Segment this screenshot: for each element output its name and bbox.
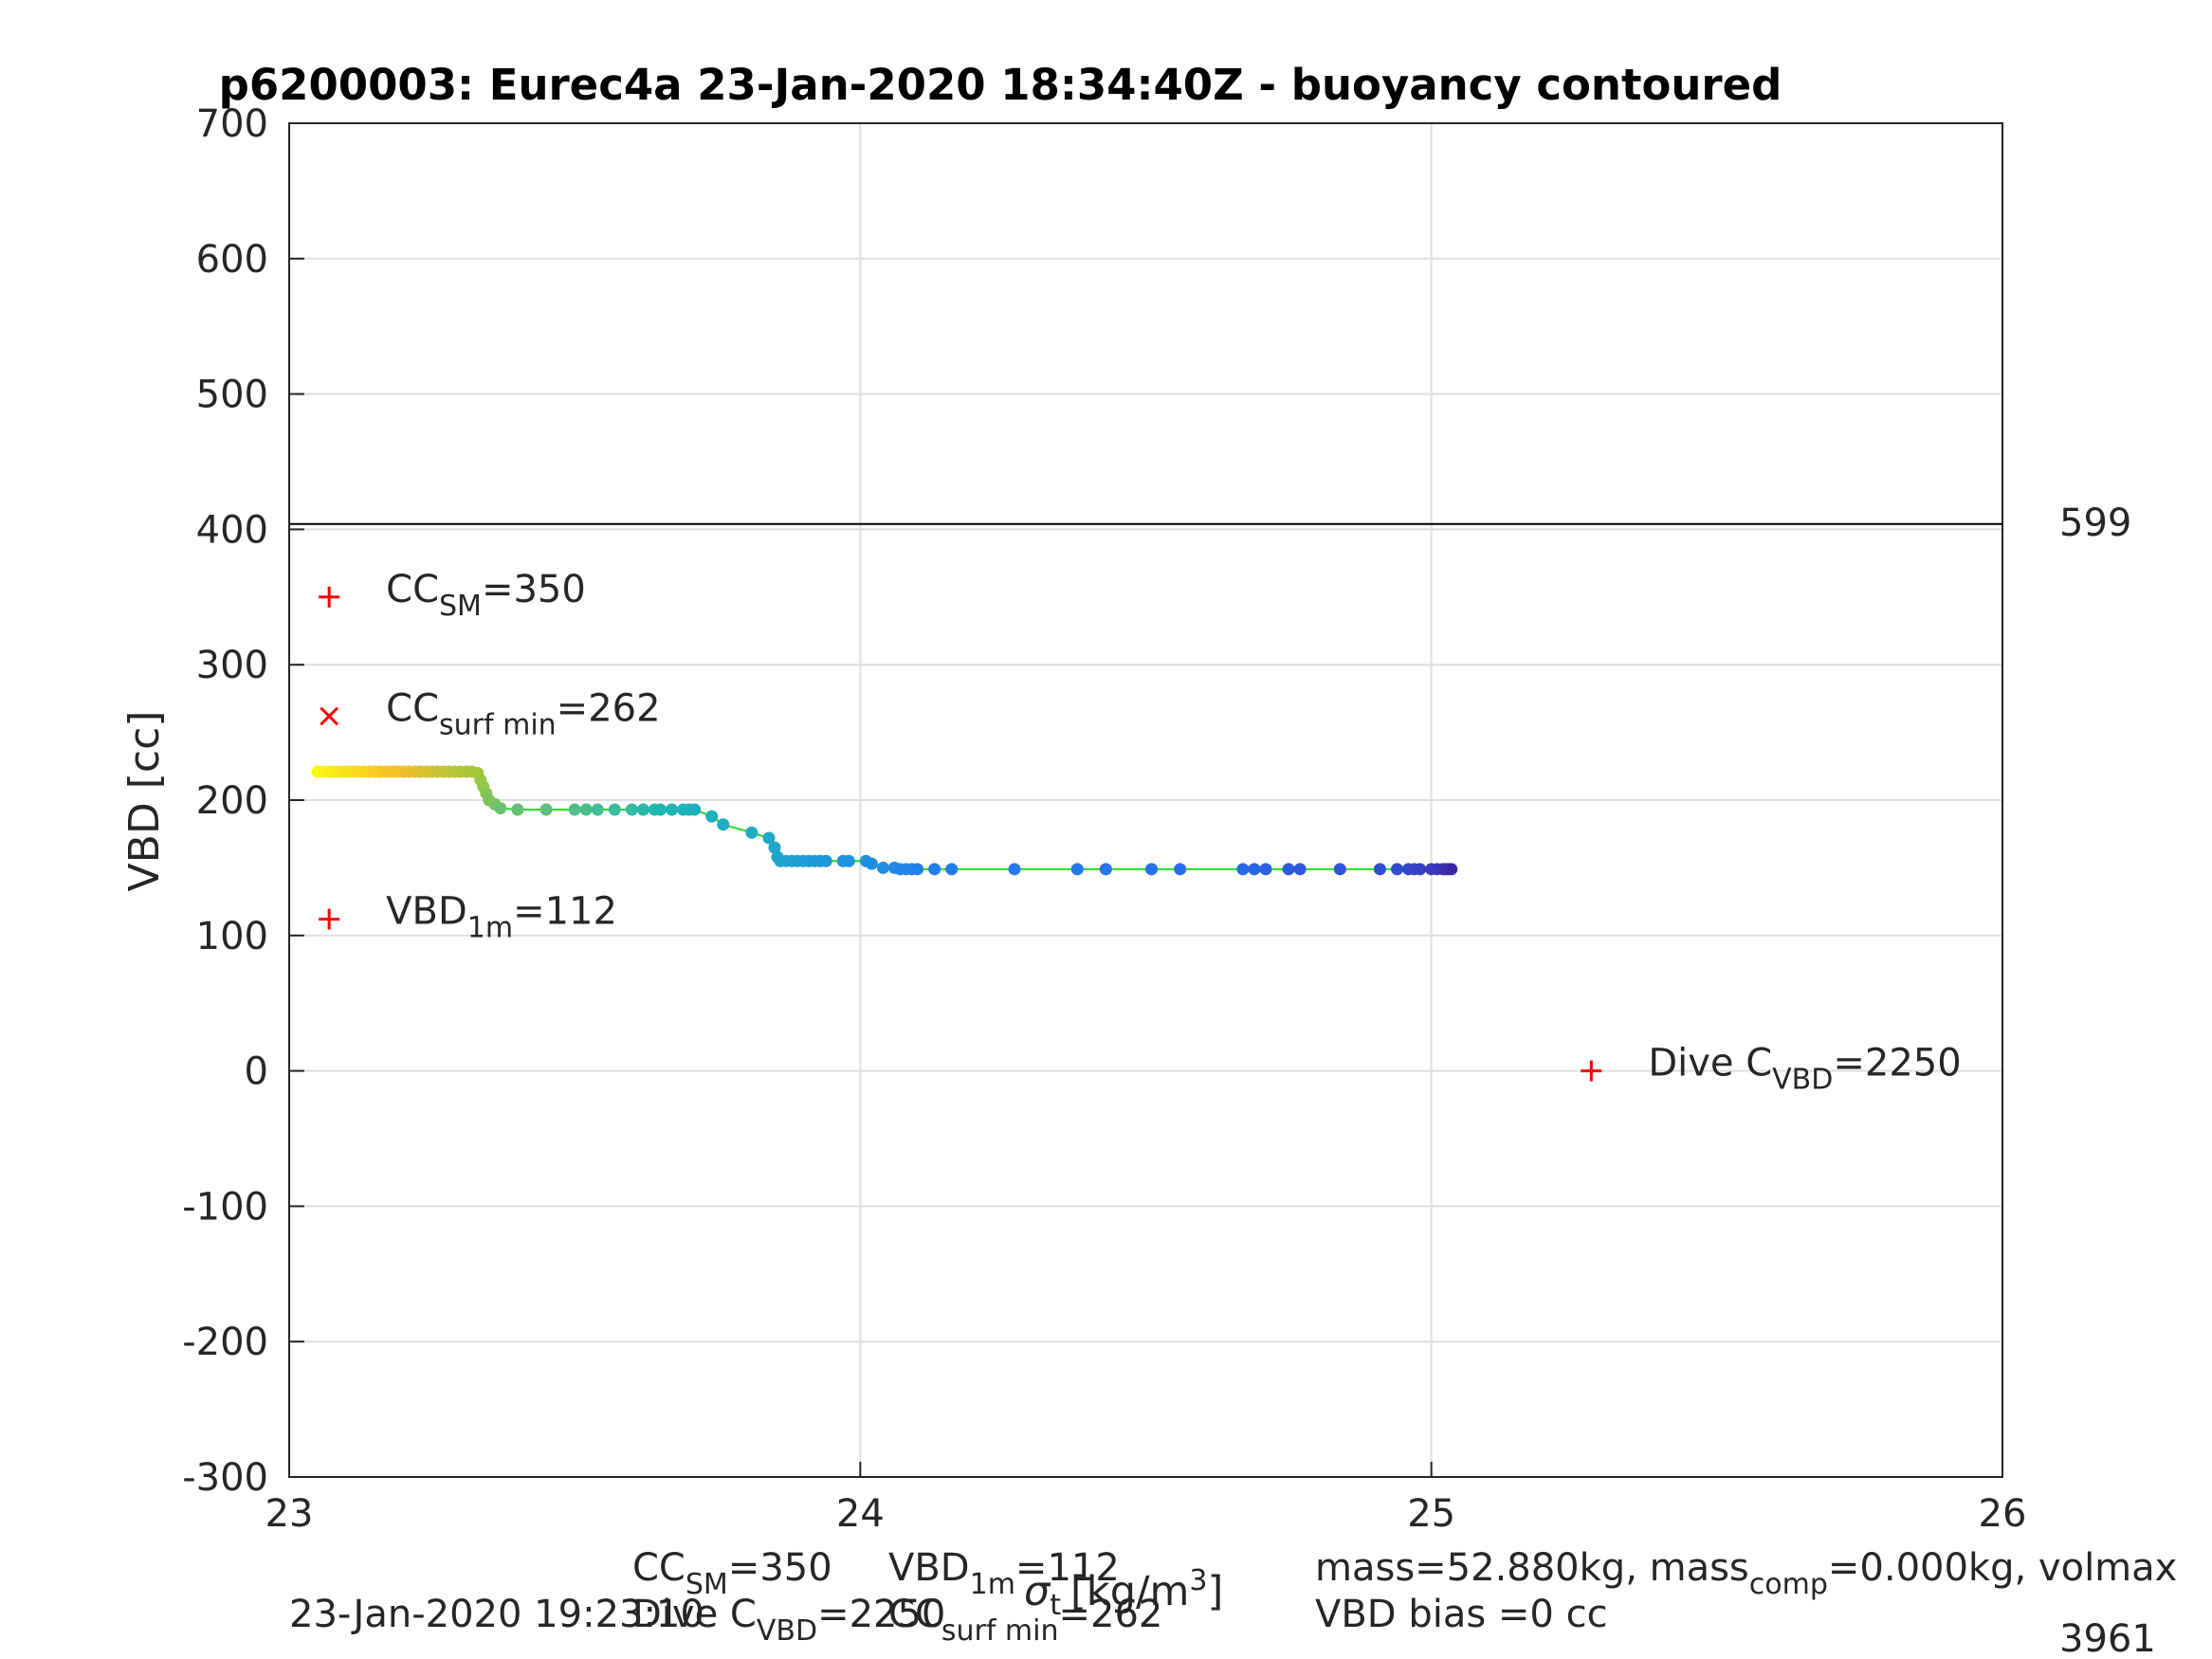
x-marker bbox=[320, 706, 339, 726]
data-point bbox=[1236, 863, 1250, 876]
footer-mass: mass=52.880kg, masscomp=0.000kg, volmax bbox=[1315, 1546, 2177, 1601]
data-point bbox=[876, 861, 889, 874]
data-point bbox=[1008, 863, 1021, 876]
y-tick-label: -100 bbox=[182, 1185, 268, 1229]
footer-cc-surf-min: CCsurf min=262 bbox=[888, 1593, 1162, 1648]
data-point bbox=[717, 818, 730, 831]
data-point bbox=[928, 863, 941, 876]
x-axis-label-sub: t bbox=[1050, 1589, 1061, 1622]
x-tick-label: 26 bbox=[1979, 1492, 2027, 1536]
marker-label: VBD1m=112 bbox=[386, 890, 617, 945]
y-tick-label: 600 bbox=[196, 238, 268, 282]
data-point bbox=[1373, 863, 1386, 876]
data-point bbox=[1145, 863, 1159, 876]
data-point bbox=[1333, 863, 1346, 876]
data-point bbox=[654, 803, 667, 816]
y-tick-label: -300 bbox=[182, 1456, 268, 1500]
y-tick-label: 100 bbox=[196, 915, 268, 958]
marker-annotation: VBD1m=112 bbox=[319, 890, 617, 945]
data-point bbox=[842, 854, 855, 867]
x-axis-label-units-sup: 3 bbox=[1189, 1564, 1207, 1597]
data-point bbox=[494, 802, 507, 815]
data-point bbox=[636, 803, 649, 816]
x-axis-label-units-close: ] bbox=[1207, 1568, 1223, 1615]
x-axis-label-units: [kg/m bbox=[1070, 1568, 1189, 1615]
footer-vbd-1m: VBD1m=112 bbox=[888, 1546, 1120, 1601]
data-point bbox=[591, 803, 604, 816]
series bbox=[311, 765, 1458, 876]
footer-dive-c: Dive CVBD=2250 bbox=[632, 1593, 945, 1648]
data-point bbox=[539, 803, 553, 816]
y-tick-label: 300 bbox=[196, 644, 268, 687]
y-tick-label: 200 bbox=[196, 779, 268, 823]
marker-label: CCSM=350 bbox=[386, 568, 586, 623]
data-point bbox=[1174, 863, 1187, 876]
data-point bbox=[579, 803, 593, 816]
grid bbox=[288, 122, 2003, 1478]
y-tick-label: 700 bbox=[196, 102, 268, 146]
marker-label: Dive CVBD=2250 bbox=[1648, 1042, 1961, 1097]
data-point bbox=[511, 803, 524, 816]
data-point bbox=[568, 803, 581, 816]
axes bbox=[288, 122, 2003, 1478]
y-axis-label: VBD [cc] bbox=[120, 711, 169, 892]
y-tick-label: -200 bbox=[182, 1321, 268, 1364]
x-tick-label: 23 bbox=[265, 1492, 314, 1536]
marker-label: CCsurf min=262 bbox=[386, 686, 660, 741]
markers: CCSM=350 CCsurf min=262 VBD1m=112 Dive CVBD… bbox=[319, 568, 1962, 1097]
data-point bbox=[705, 810, 719, 823]
data-point bbox=[1414, 863, 1427, 876]
x-tick-label: 25 bbox=[1407, 1492, 1455, 1536]
marker-annotation: CCsurf min=262 bbox=[320, 686, 661, 741]
data-point bbox=[762, 831, 776, 845]
y-tick-label: 0 bbox=[245, 1050, 268, 1094]
data-point bbox=[688, 803, 702, 816]
data-point bbox=[945, 863, 959, 876]
footer-corner-number: 3961 bbox=[2059, 1617, 2156, 1659]
footer-cc-sm: CCSM=350 bbox=[632, 1546, 832, 1601]
reference-line-group: 599 bbox=[289, 501, 2131, 545]
data-point bbox=[625, 803, 638, 816]
data-point bbox=[745, 826, 759, 839]
chart-title: p6200003: Eurec4a 23-Jan-2020 18:34:40Z … bbox=[219, 60, 1782, 110]
x-axis-label-prefix: σ bbox=[1024, 1568, 1051, 1615]
data-point bbox=[1293, 863, 1307, 876]
data-point bbox=[1099, 863, 1112, 876]
marker-annotation: CCSM=350 bbox=[319, 568, 586, 623]
data-point bbox=[608, 803, 621, 816]
data-point bbox=[1391, 863, 1404, 876]
tick-labels: -300 -200 -100 0 100 200 300 400 500 600 700 23 24 25… bbox=[182, 102, 2026, 1536]
footer-vbd-bias: VBD bias =0 cc bbox=[1315, 1593, 1608, 1636]
y-tick-label: 500 bbox=[196, 374, 268, 417]
data-point bbox=[1282, 863, 1295, 876]
data-point bbox=[666, 803, 679, 816]
data-point bbox=[819, 854, 832, 867]
data-point bbox=[1248, 863, 1261, 876]
data-point bbox=[768, 841, 781, 854]
data-point bbox=[911, 863, 924, 876]
reference-line-label: 599 bbox=[2059, 501, 2131, 545]
footer-timestamp: 23-Jan-2020 19:23:10 bbox=[289, 1593, 704, 1636]
data-point bbox=[1070, 863, 1084, 876]
data-point bbox=[1445, 863, 1458, 876]
x-axis-label: σt [kg/m3] bbox=[1024, 1564, 1223, 1622]
y-tick-label: 400 bbox=[196, 508, 268, 552]
x-tick-label: 24 bbox=[836, 1492, 885, 1536]
data-point bbox=[865, 857, 878, 870]
marker-annotation: Dive CVBD=2250 bbox=[1581, 1042, 1962, 1097]
data-point bbox=[1259, 863, 1272, 876]
footer: CCSM=350 VBD1m=112 23-Jan-2020 19:23:10 … bbox=[289, 1546, 2177, 1659]
